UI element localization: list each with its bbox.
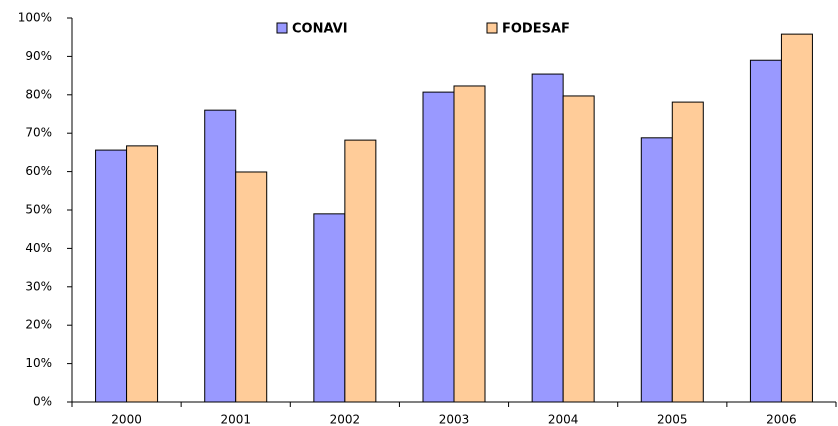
x-tick-label: 2006 [766, 413, 797, 426]
bar [235, 171, 268, 403]
y-tick-label: 0% [33, 395, 52, 409]
bar [126, 145, 159, 403]
x-tick-label: 2000 [111, 413, 142, 426]
y-tick-label: 70% [25, 126, 52, 140]
x-tick-label: 2004 [548, 413, 579, 426]
x-tick-label: 2001 [220, 413, 251, 426]
y-tick-label: 80% [25, 87, 52, 101]
y-tick-label: 30% [25, 279, 52, 293]
y-tick-label: 20% [25, 318, 52, 332]
x-tick-label: 2003 [439, 413, 470, 426]
x-tick-label: 2002 [330, 413, 361, 426]
bar [562, 95, 595, 403]
y-tick-label: 10% [25, 356, 52, 370]
legend-swatch [276, 22, 288, 34]
bar [671, 101, 704, 403]
bar [749, 59, 782, 403]
y-tick-label: 50% [25, 203, 52, 217]
y-tick-label: 100% [18, 11, 52, 25]
legend-label: CONAVI [292, 22, 348, 37]
x-tick-label: 2005 [657, 413, 688, 426]
bar [422, 91, 455, 403]
bar [344, 139, 377, 403]
y-tick-label: 90% [25, 49, 52, 63]
bar [640, 137, 673, 403]
bar [204, 109, 237, 403]
y-tick-label: 60% [25, 164, 52, 178]
bar [780, 33, 813, 403]
y-tick-label: 40% [25, 241, 52, 255]
bar [313, 213, 346, 403]
bar [453, 85, 486, 403]
legend-label: FODESAF [502, 22, 570, 37]
legend-swatch [486, 22, 498, 34]
bar [95, 149, 128, 403]
bar [531, 73, 564, 403]
